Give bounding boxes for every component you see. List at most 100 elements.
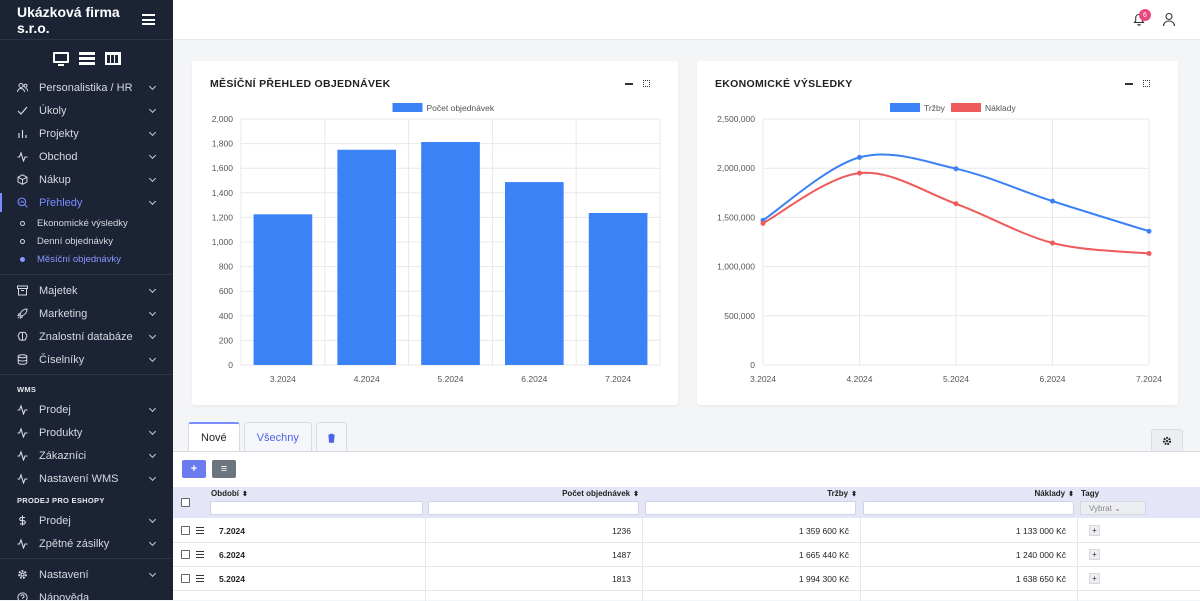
pulse-icon — [17, 450, 28, 461]
add-button[interactable]: + — [182, 460, 206, 478]
sidebar-item-majetek[interactable]: Majetek — [0, 279, 173, 302]
y-tick-label: 1,200 — [212, 212, 234, 222]
server-icon[interactable] — [79, 52, 95, 65]
sidebar-subitem-ekonomicke-vysledky[interactable]: Ekonomické výsledky — [0, 214, 173, 232]
x-tick-label: 7.2024 — [605, 374, 631, 384]
calendar-icon[interactable] — [105, 52, 121, 65]
economic-results-chart: 0500,0001,000,0001,500,0002,000,0002,500… — [697, 61, 1178, 405]
chevron-down-icon — [149, 151, 156, 158]
sidebar-item-prodej[interactable]: Prodej — [0, 398, 173, 421]
drag-handle-icon[interactable] — [196, 527, 204, 534]
bar — [337, 150, 396, 365]
sidebar-item-zakaznici[interactable]: Zákazníci — [0, 444, 173, 467]
sidebar-item-napoveda[interactable]: Nápověda — [0, 586, 173, 600]
pulse-icon — [17, 473, 28, 484]
sidebar-item-projekty[interactable]: Projekty — [0, 122, 173, 145]
database-icon — [17, 354, 28, 365]
select-all-checkbox[interactable] — [181, 498, 190, 507]
tab-nove[interactable]: Nové — [188, 422, 240, 452]
sidebar-subitem-mesicni-objednavky[interactable]: Měsíční objednávky — [0, 250, 173, 268]
x-tick-label: 3.2024 — [270, 374, 296, 384]
filter-orders-input[interactable] — [428, 501, 639, 515]
x-tick-label: 3.2024 — [750, 374, 776, 384]
sidebar-item-ukoly[interactable]: Úkoly — [0, 99, 173, 122]
sidebar-item-nastaveni-wms[interactable]: Nastavení WMS — [0, 467, 173, 490]
bullet-icon — [20, 257, 25, 262]
row-checkbox[interactable] — [181, 550, 190, 559]
column-header-orders[interactable]: Počet objednávek⬍ — [562, 489, 639, 498]
sidebar-item-label: Marketing — [39, 308, 150, 320]
add-tag-button[interactable]: + — [1089, 549, 1100, 560]
x-tick-label: 5.2024 — [438, 374, 464, 384]
chevron-down-icon — [149, 285, 156, 292]
row-checkbox[interactable] — [181, 574, 190, 583]
sidebar-item-ciselniky[interactable]: Číselníky — [0, 348, 173, 371]
column-header-revenue[interactable]: Tržby⬍ — [827, 489, 857, 498]
column-header-costs[interactable]: Náklady⬍ — [1034, 489, 1074, 498]
nav-submenu-prehledy: Ekonomické výsledky Denní objednávky Měsíč… — [0, 214, 173, 268]
sidebar-item-nakup[interactable]: Nákup — [0, 168, 173, 191]
sidebar-item-zpetne-zasilky[interactable]: Zpětné zásilky — [0, 532, 173, 555]
divider — [0, 558, 173, 559]
add-tag-button[interactable]: + — [1089, 525, 1100, 536]
sidebar-item-label: Personalistika / HR — [39, 82, 150, 94]
y-tick-label: 500,000 — [724, 311, 755, 321]
desktop-icon[interactable] — [53, 52, 69, 63]
sidebar-subitem-denni-objednavky[interactable]: Denní objednávky — [0, 232, 173, 250]
tags-select[interactable]: Vybrat ⌄ — [1080, 501, 1146, 515]
sidebar-item-znalostni-databaze[interactable]: Znalostní databáze — [0, 325, 173, 348]
column-label: Náklady — [1034, 489, 1065, 498]
x-tick-label: 6.2024 — [1040, 374, 1066, 384]
cell-orders: 1487 — [612, 550, 631, 560]
sidebar-subitem-label: Denní objednávky — [37, 236, 113, 247]
add-tag-button[interactable]: + — [1089, 573, 1100, 584]
data-point — [857, 171, 862, 176]
divider — [0, 274, 173, 275]
drag-handle-icon[interactable] — [196, 575, 204, 582]
tab-vsechny[interactable]: Všechny — [244, 422, 312, 452]
sidebar-item-nastaveni[interactable]: Nastavení — [0, 563, 173, 586]
cell-period: 5.2024 — [219, 574, 245, 584]
dollar-icon — [17, 515, 28, 526]
row-checkbox[interactable] — [181, 526, 190, 535]
filter-costs-input[interactable] — [863, 501, 1074, 515]
filter-period-input[interactable] — [210, 501, 423, 515]
sidebar-item-label: Znalostní databáze — [39, 331, 150, 343]
brand-bar: Ukázková firma s.r.o. — [0, 0, 173, 40]
user-icon[interactable] — [1162, 12, 1176, 27]
y-tick-label: 1,000,000 — [717, 262, 755, 272]
menu-button[interactable]: ≡ — [212, 460, 236, 478]
y-tick-label: 600 — [219, 286, 233, 296]
column-label: Období — [211, 489, 239, 498]
sidebar-item-obchod[interactable]: Obchod — [0, 145, 173, 168]
hamburger-menu-icon[interactable] — [142, 14, 155, 25]
column-divider — [642, 487, 643, 601]
filter-revenue-input[interactable] — [645, 501, 856, 515]
sidebar-item-prodej[interactable]: Prodej — [0, 509, 173, 532]
notification-badge: 6 — [1139, 9, 1151, 21]
users-icon — [17, 82, 28, 93]
tab-trash[interactable] — [316, 422, 347, 452]
column-header-period[interactable]: Období⬍ — [211, 489, 248, 498]
data-point — [761, 221, 766, 226]
y-tick-label: 0 — [228, 360, 233, 370]
chevron-down-icon — [149, 404, 156, 411]
bar — [589, 213, 648, 365]
column-label: Počet objednávek — [562, 489, 630, 498]
cell-revenue: 1 994 300 Kč — [799, 574, 849, 584]
legend-swatch — [890, 103, 920, 112]
sidebar-item-marketing[interactable]: Marketing — [0, 302, 173, 325]
sidebar-item-prehledy[interactable]: Přehledy — [0, 191, 173, 214]
y-tick-label: 800 — [219, 262, 233, 272]
table-settings-button[interactable] — [1151, 429, 1183, 452]
sidebar-item-produkty[interactable]: Produkty — [0, 421, 173, 444]
drag-handle-icon[interactable] — [196, 551, 204, 558]
sidebar-item-personalistika-hr[interactable]: Personalistika / HR — [0, 76, 173, 99]
sidebar-item-label: Přehledy — [39, 197, 150, 209]
y-tick-label: 1,400 — [212, 188, 234, 198]
